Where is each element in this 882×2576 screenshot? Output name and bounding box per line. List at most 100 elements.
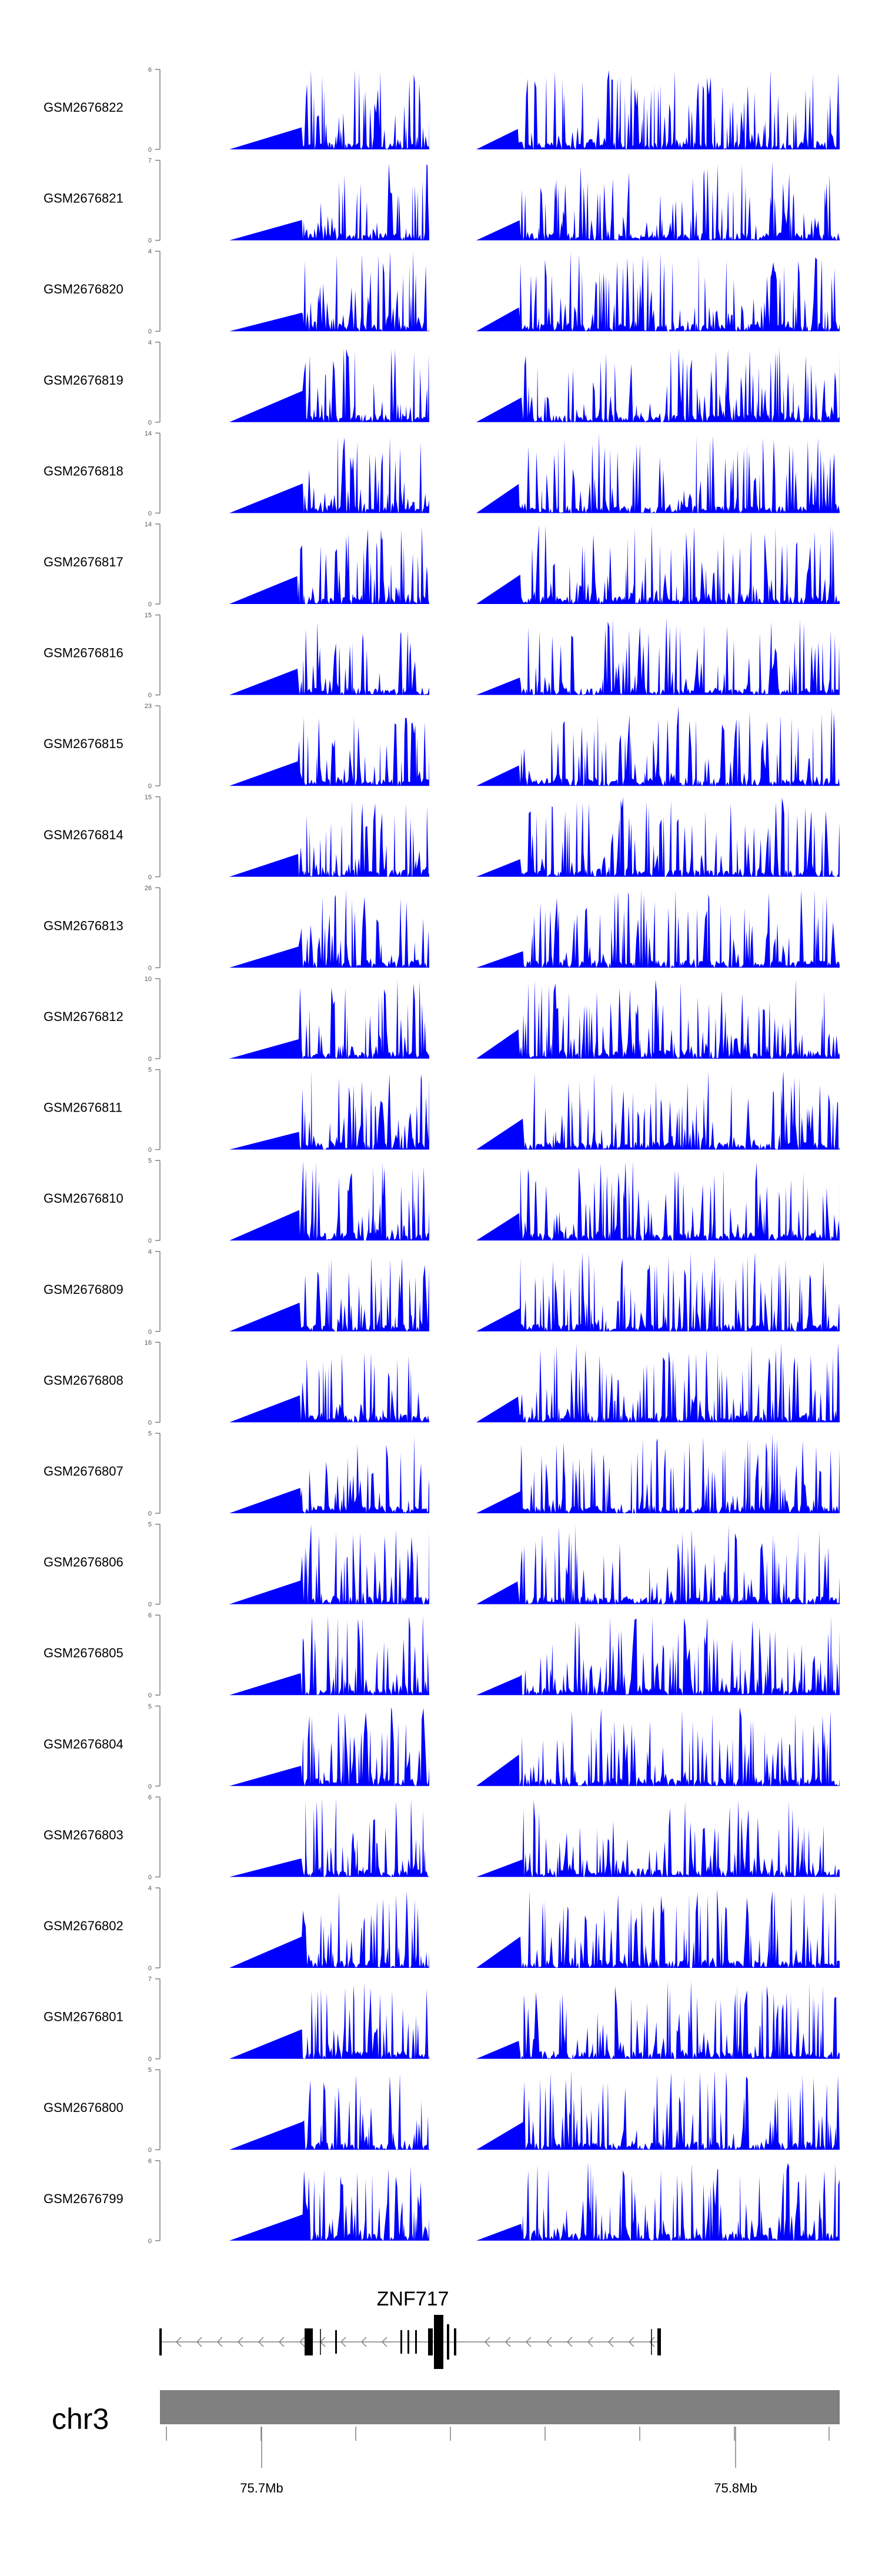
track-y-axis: 70 xyxy=(148,158,161,245)
gene-exon xyxy=(428,2328,433,2355)
coverage-area xyxy=(229,433,840,513)
track-label: GSM2676799 xyxy=(44,2191,123,2206)
chromosome-label: chr3 xyxy=(52,2403,109,2435)
gene-exon xyxy=(657,2328,661,2355)
strand-arrow xyxy=(216,2337,223,2347)
track-y-axis: 15 0 xyxy=(145,794,161,881)
track-GSM2676814: GSM2676814 15 0 xyxy=(44,794,840,881)
track-label: GSM2676807 xyxy=(44,1464,123,1479)
track-label: GSM2676812 xyxy=(44,1009,123,1024)
strand-arrow xyxy=(566,2337,573,2347)
strand-arrow xyxy=(525,2337,532,2347)
track-label: GSM2676810 xyxy=(44,1191,123,1206)
coverage-area xyxy=(229,797,840,877)
y-tick-label: 0 xyxy=(148,1056,152,1063)
strand-arrow xyxy=(360,2337,367,2347)
y-tick-label: 0 xyxy=(148,1965,152,1972)
y-tick-label: 0 xyxy=(148,419,152,426)
track-GSM2676816: GSM2676816 15 0 xyxy=(44,612,840,699)
gene-model: ZNF717 xyxy=(159,2288,661,2369)
strand-arrow xyxy=(505,2337,511,2347)
track-label: GSM2676808 xyxy=(44,1373,123,1387)
coverage-area xyxy=(229,348,840,422)
strand-arrow xyxy=(484,2337,490,2347)
strand-arrow xyxy=(299,2337,305,2347)
coverage-area xyxy=(229,889,840,968)
track-label: GSM2676811 xyxy=(44,1100,122,1115)
y-tick-label: 0 xyxy=(148,2056,152,2063)
strand-arrow xyxy=(258,2337,264,2347)
y-tick-label: 14 xyxy=(145,430,152,437)
track-GSM2676801: GSM2676801 7 0 xyxy=(44,1976,840,2063)
y-tick-label: 5 xyxy=(148,1521,152,1529)
strand-arrow xyxy=(649,2337,655,2347)
track-label: GSM2676801 xyxy=(44,2010,123,2024)
coverage-area xyxy=(229,1160,840,1241)
y-tick-label: 0 xyxy=(148,1601,152,1609)
track-GSM2676819: GSM2676819 4 0 xyxy=(44,339,840,426)
track-y-axis: 16 0 xyxy=(145,1339,161,1426)
track-y-axis: 50 xyxy=(148,1430,161,1517)
gene-exon xyxy=(434,2315,443,2369)
gene-exon xyxy=(159,2328,162,2355)
y-tick-label: 0 xyxy=(148,783,152,790)
gene-exon xyxy=(407,2330,409,2354)
coverage-area xyxy=(229,251,840,332)
track-label: GSM2676814 xyxy=(44,827,123,842)
track-label: GSM2676806 xyxy=(44,1555,123,1570)
track-GSM2676812: GSM2676812 10 0 xyxy=(44,976,840,1063)
y-tick-label: 4 xyxy=(148,1249,152,1256)
y-tick-label: 0 xyxy=(148,510,152,517)
y-tick-label: 0 xyxy=(148,874,152,881)
y-tick-label: 0 xyxy=(148,146,152,154)
track-y-axis: 60 xyxy=(148,66,161,154)
genome-axis: 75.7Mb 75.8Mb xyxy=(166,2427,830,2495)
coverage-area xyxy=(229,161,840,241)
strand-arrow xyxy=(175,2337,182,2347)
track-y-axis: 50 xyxy=(148,1703,161,1790)
coverage-area xyxy=(229,618,840,695)
chromosome-ideogram: chr3 xyxy=(52,2390,840,2435)
coverage-area xyxy=(229,1616,840,1696)
gene-exon xyxy=(454,2328,456,2355)
track-label: GSM2676819 xyxy=(44,373,123,388)
track-y-axis: 40 xyxy=(148,248,161,335)
track-y-axis: 50 xyxy=(148,1157,161,1244)
strand-arrow xyxy=(340,2337,346,2347)
track-y-axis: 14 0 xyxy=(145,521,161,608)
coverage-area xyxy=(229,1889,840,1968)
y-tick-label: 4 xyxy=(148,248,152,255)
track-y-axis: 40 xyxy=(148,1885,161,1972)
chromosome-bar xyxy=(160,2390,840,2424)
strand-arrow xyxy=(196,2337,202,2347)
y-tick-label: 5 xyxy=(148,1157,152,1164)
y-tick-label: 7 xyxy=(148,1976,152,1983)
y-tick-label: 5 xyxy=(148,2067,152,2074)
strand-arrow xyxy=(607,2337,614,2347)
track-label: GSM2676820 xyxy=(44,282,123,296)
coverage-area xyxy=(229,706,840,786)
y-tick-label: 4 xyxy=(148,339,152,346)
track-y-axis: 15 0 xyxy=(145,612,161,699)
track-GSM2676815: GSM2676815 23 0 xyxy=(44,703,840,790)
coverage-area xyxy=(229,1070,840,1150)
y-tick-label: 6 xyxy=(148,1794,152,1801)
y-tick-label: 10 xyxy=(145,976,152,983)
track-label: GSM2676816 xyxy=(44,646,123,660)
x-tick-label: 75.8Mb xyxy=(714,2481,757,2495)
y-tick-label: 0 xyxy=(148,1874,152,1881)
y-tick-label: 6 xyxy=(148,2158,152,2165)
track-GSM2676817: GSM2676817 14 0 xyxy=(44,521,840,608)
y-tick-label: 0 xyxy=(148,328,152,335)
track-GSM2676818: GSM2676818 14 0 xyxy=(44,430,840,517)
y-tick-label: 0 xyxy=(148,238,152,245)
coverage-area xyxy=(229,2070,840,2150)
track-label: GSM2676809 xyxy=(44,1282,123,1297)
track-label: GSM2676813 xyxy=(44,918,123,933)
track-y-axis: 60 xyxy=(148,2158,161,2245)
y-tick-label: 0 xyxy=(148,1692,152,1699)
gene-exon xyxy=(447,2324,449,2360)
